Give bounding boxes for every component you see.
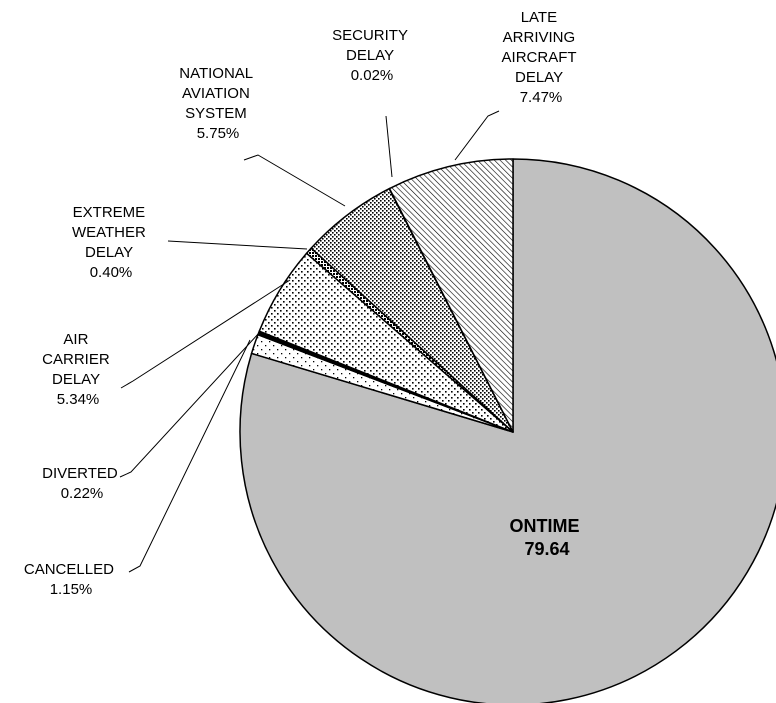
air-carrier-label: AIR CARRIER DELAY 5.34% <box>42 331 114 408</box>
leader-line-late-aircraft <box>454 110 500 161</box>
extreme-weather-label: EXTREME WEATHER DELAY 0.40% <box>72 204 150 281</box>
leader-line-air-carrier <box>120 279 291 389</box>
slice-labels: ONTIME 79.64 CANCELLED 1.15% DIVERTED 0.… <box>24 9 584 598</box>
pie-slice-late-arriving-aircraft-delay <box>388 158 514 433</box>
leader-line-extreme-weather <box>167 240 308 250</box>
ontime-label: ONTIME 79.64 <box>509 516 584 559</box>
leader-line-nas <box>243 154 346 207</box>
late-aircraft-label: LATE ARRIVING AIRCRAFT DELAY 7.47% <box>502 9 581 106</box>
security-label: SECURITY DELAY 0.02% <box>332 27 412 84</box>
leader-line-diverted <box>119 332 260 478</box>
cancelled-label: CANCELLED 1.15% <box>24 561 118 598</box>
nas-label: NATIONAL AVIATION SYSTEM 5.75% <box>179 65 257 142</box>
leader-lines <box>119 110 500 573</box>
diverted-label: DIVERTED 0.22% <box>42 465 122 502</box>
leader-line-cancelled <box>128 339 251 573</box>
pie-slices <box>239 158 776 703</box>
leader-line-security <box>385 115 393 178</box>
